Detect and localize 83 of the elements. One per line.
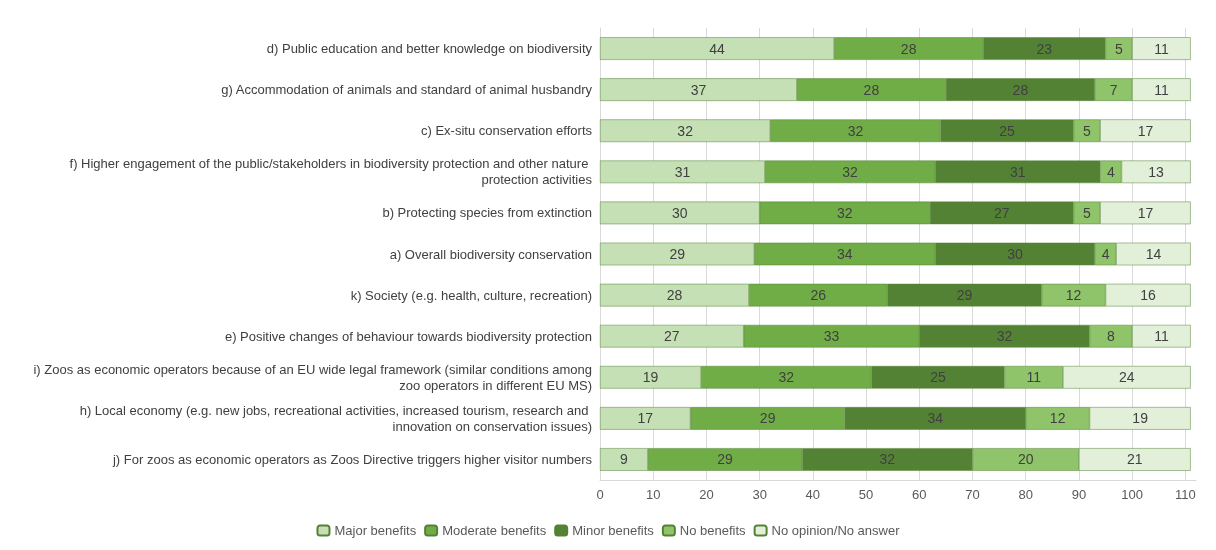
x-tick-label: 70 xyxy=(965,487,980,502)
x-tick-label: 40 xyxy=(805,487,821,502)
data-label: 31 xyxy=(674,163,691,180)
data-label: 27 xyxy=(993,204,1010,221)
data-label: 29 xyxy=(956,287,973,304)
data-label: 44 xyxy=(709,40,726,57)
data-label: 32 xyxy=(996,328,1013,345)
data-label: 5 xyxy=(1083,204,1092,221)
y-tick-label: j) For zoos as economic operators as Zoos Directive triggers higher visitor numbers xyxy=(111,451,593,467)
data-label: 32 xyxy=(837,204,853,221)
data-label: 16 xyxy=(1140,287,1157,304)
data-label: 17 xyxy=(1137,122,1154,139)
data-label: 32 xyxy=(778,369,795,386)
data-label: 11 xyxy=(1026,369,1042,386)
data-label: 5 xyxy=(1114,40,1123,57)
data-label: 11 xyxy=(1154,328,1169,345)
data-label: 14 xyxy=(1145,246,1162,262)
legend-label: Minor benefits xyxy=(572,523,655,538)
data-label: 33 xyxy=(823,328,840,345)
y-tick-label: a) Overall biodiversity conservation xyxy=(389,246,592,262)
y-tick-label: e) Positive changes of behaviour towards biodiversity protection xyxy=(224,328,592,344)
data-label: 12 xyxy=(1049,410,1066,427)
data-label: 30 xyxy=(672,204,688,221)
data-label: 28 xyxy=(1012,81,1029,98)
data-label: 11 xyxy=(1154,40,1169,57)
data-label: 4 xyxy=(1106,163,1115,180)
y-tick-label: k) Society (e.g. health, culture, recreation) xyxy=(350,287,592,303)
data-label: 37 xyxy=(690,81,707,98)
data-label: 32 xyxy=(879,451,896,468)
x-tick-label: 50 xyxy=(858,487,874,502)
data-label: 21 xyxy=(1127,451,1143,468)
data-label: 34 xyxy=(837,246,853,262)
y-tick-label: c) Ex-situ conservation efforts xyxy=(421,123,593,139)
y-tick-label: i) Zoos as economic operators because of an EU wide legal framework (similar conditions among zoo operators in different EU MS) xyxy=(33,361,592,393)
data-label: 32 xyxy=(842,163,859,180)
data-label: 19 xyxy=(1132,410,1149,427)
data-label: 34 xyxy=(927,410,944,427)
data-label: 9 xyxy=(620,451,629,468)
data-label: 5 xyxy=(1083,122,1092,139)
data-label: 28 xyxy=(666,287,683,304)
data-label: 7 xyxy=(1109,81,1118,98)
x-tick-label: 10 xyxy=(645,487,661,502)
y-tick-label: b) Protecting species from extinction xyxy=(382,205,592,221)
data-label: 24 xyxy=(1119,369,1135,386)
data-label: 32 xyxy=(847,122,864,139)
x-tick-label: 110 xyxy=(1174,487,1196,502)
x-tick-label: 90 xyxy=(1071,487,1087,502)
data-label: 32 xyxy=(677,122,694,139)
data-label: 19 xyxy=(642,369,659,386)
data-label: 20 xyxy=(1017,451,1034,468)
x-tick-label: 30 xyxy=(752,487,767,502)
data-label: 30 xyxy=(1007,246,1024,262)
data-label: 29 xyxy=(717,451,734,468)
y-tick-label: g) Accommodation of animals and standard of animal husbandry xyxy=(221,82,593,98)
data-label: 17 xyxy=(637,410,654,427)
data-label: 4 xyxy=(1101,246,1110,262)
legend-label: No opinion/No answer xyxy=(771,523,901,538)
data-label: 27 xyxy=(664,328,680,345)
legend-label: Moderate benefits xyxy=(442,523,547,538)
data-label: 13 xyxy=(1148,163,1165,180)
data-label: 29 xyxy=(759,410,776,427)
data-label: 8 xyxy=(1106,328,1115,345)
data-label: 28 xyxy=(863,81,880,98)
data-label: 12 xyxy=(1065,287,1082,304)
x-tick-label: 80 xyxy=(1018,487,1033,502)
y-tick-label: h) Local economy (e.g. new jobs, recreational activities, increased tourism, research and innovation on conservation issues) xyxy=(79,402,592,434)
legend-label: Major benefits xyxy=(334,523,417,538)
data-label: 25 xyxy=(999,122,1016,139)
legend-label: No benefits xyxy=(679,523,747,538)
x-tick-label: 60 xyxy=(912,487,927,502)
data-label: 11 xyxy=(1154,81,1169,98)
x-tick-label: 20 xyxy=(699,487,714,502)
y-tick-label: d) Public education and better knowledge on biodiversity xyxy=(266,41,593,57)
data-label: 31 xyxy=(1009,163,1026,180)
data-label: 26 xyxy=(810,287,827,304)
data-label: 28 xyxy=(900,40,917,57)
data-label: 23 xyxy=(1036,40,1053,57)
data-label: 17 xyxy=(1137,204,1154,221)
x-tick-label: 0 xyxy=(596,487,604,502)
data-label: 29 xyxy=(669,246,686,262)
data-label: 25 xyxy=(930,369,946,386)
x-tick-label: 100 xyxy=(1121,487,1143,502)
y-tick-label: f) Higher engagement of the public/stakeholders in biodiversity protection and other nature protection activities xyxy=(69,156,593,188)
